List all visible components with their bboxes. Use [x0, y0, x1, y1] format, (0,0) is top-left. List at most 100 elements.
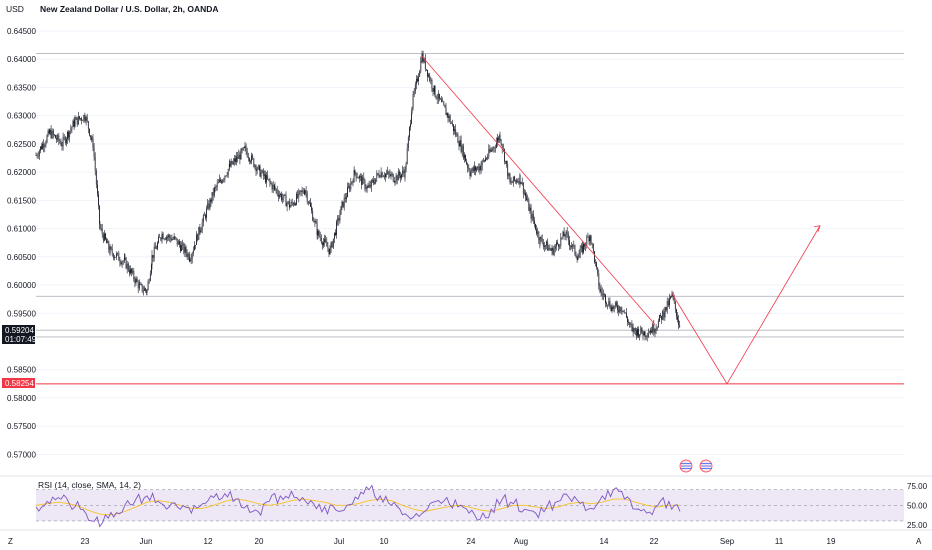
candle-body: [447, 113, 449, 119]
price-tick-label: 0.63500: [7, 83, 36, 92]
economic-event-icons[interactable]: [679, 459, 713, 473]
candle-body: [299, 190, 301, 192]
candle-body: [636, 330, 637, 336]
rsi-tick-label: 75.00: [907, 482, 928, 491]
candle-body: [421, 53, 423, 62]
candle-body: [631, 327, 633, 328]
candle-body: [613, 305, 615, 310]
candle-body: [129, 270, 130, 274]
auto-scale-icon[interactable]: A: [916, 537, 922, 546]
candle-body: [497, 137, 498, 143]
candle-body: [429, 74, 431, 81]
candle-body: [544, 245, 545, 247]
candle-body: [352, 181, 354, 183]
price-axis[interactable]: 0.64500 0.64000 0.63500 0.63000 0.62500 0.620…: [7, 27, 36, 459]
candle-body: [411, 107, 413, 113]
candle-body: [62, 137, 64, 147]
candle-body: [314, 221, 316, 223]
projected-path-line[interactable]: [671, 225, 821, 385]
rsi-axis[interactable]: 75.00 50.00 25.00: [907, 482, 928, 530]
price-tick-label: 0.61000: [7, 225, 36, 234]
candle-body: [54, 134, 55, 136]
candle-body: [413, 91, 415, 95]
candle-body: [374, 182, 375, 184]
candle-body: [73, 120, 75, 127]
candle-body: [234, 158, 235, 162]
candle-body: [654, 329, 656, 333]
candle-body: [562, 231, 564, 238]
candle-body: [381, 172, 383, 177]
candle-body: [279, 195, 280, 197]
candle-body: [188, 253, 190, 261]
candle-body: [585, 245, 587, 247]
candle-body: [387, 171, 389, 174]
candle-body: [620, 306, 622, 312]
candle-body: [607, 304, 609, 306]
candle-body: [287, 201, 289, 204]
candle-body: [482, 160, 484, 161]
price-tick-label: 0.63000: [7, 112, 36, 121]
candle-body: [101, 228, 103, 235]
time-tick-label: 22: [650, 537, 659, 546]
candle-body: [428, 74, 429, 77]
candle-body: [583, 243, 584, 253]
candle-body: [50, 129, 52, 138]
price-tick-label: 0.60000: [7, 281, 36, 290]
candle-body: [530, 207, 532, 219]
candle-body: [298, 191, 300, 198]
candle-body: [392, 173, 394, 182]
candle-body: [505, 160, 506, 162]
candle-body: [153, 246, 155, 258]
horizontal-levels[interactable]: [36, 53, 904, 385]
candle-body: [85, 117, 87, 121]
candle-body: [110, 247, 112, 249]
candle-body: [448, 116, 450, 119]
candle-body: [653, 324, 655, 333]
candle-body: [656, 327, 658, 329]
candle-body: [465, 154, 466, 162]
candle-body: [320, 238, 322, 243]
candle-body: [183, 243, 185, 253]
candle-body: [93, 147, 95, 158]
candle-body: [479, 166, 481, 171]
candle-body: [535, 223, 536, 230]
candle-body: [104, 233, 105, 241]
candle-body: [376, 173, 378, 179]
time-axis[interactable]: 23 Jun 12 20 Jul 10 24 Aug 14 22 Sep 11 19: [81, 537, 836, 546]
candle-body: [229, 164, 231, 167]
candle-body: [199, 231, 201, 233]
candle-body: [649, 332, 650, 334]
candle-body: [195, 244, 196, 246]
candle-body: [434, 85, 436, 97]
candle-body: [163, 238, 165, 240]
time-tick-label: Aug: [514, 537, 528, 546]
candle-body: [411, 112, 412, 124]
timezone-icon[interactable]: Z: [8, 537, 13, 546]
candle-body: [356, 177, 358, 179]
candle-body: [485, 158, 486, 162]
candle-body: [476, 168, 477, 171]
candle-body: [538, 231, 540, 241]
candle-body: [48, 130, 50, 134]
candle-body: [569, 240, 570, 246]
candle-body: [257, 165, 259, 170]
candle-body: [487, 156, 489, 159]
candle-body: [221, 181, 222, 183]
candle-body: [362, 177, 364, 185]
candle-body: [592, 243, 594, 252]
candle-body: [111, 248, 113, 254]
drawing-annotations[interactable]: [421, 56, 821, 385]
downtrend-line[interactable]: [421, 56, 656, 325]
candle-body: [439, 93, 440, 99]
candle-body: [424, 58, 426, 70]
candle-body: [52, 130, 54, 135]
candle-body: [404, 169, 406, 178]
currency-label: USD: [6, 4, 24, 14]
candle-body: [361, 176, 362, 185]
candle-body: [521, 182, 523, 184]
candle-body: [125, 257, 127, 269]
candle-body: [117, 252, 119, 254]
candle-body: [412, 94, 414, 108]
candle-body: [152, 255, 154, 258]
